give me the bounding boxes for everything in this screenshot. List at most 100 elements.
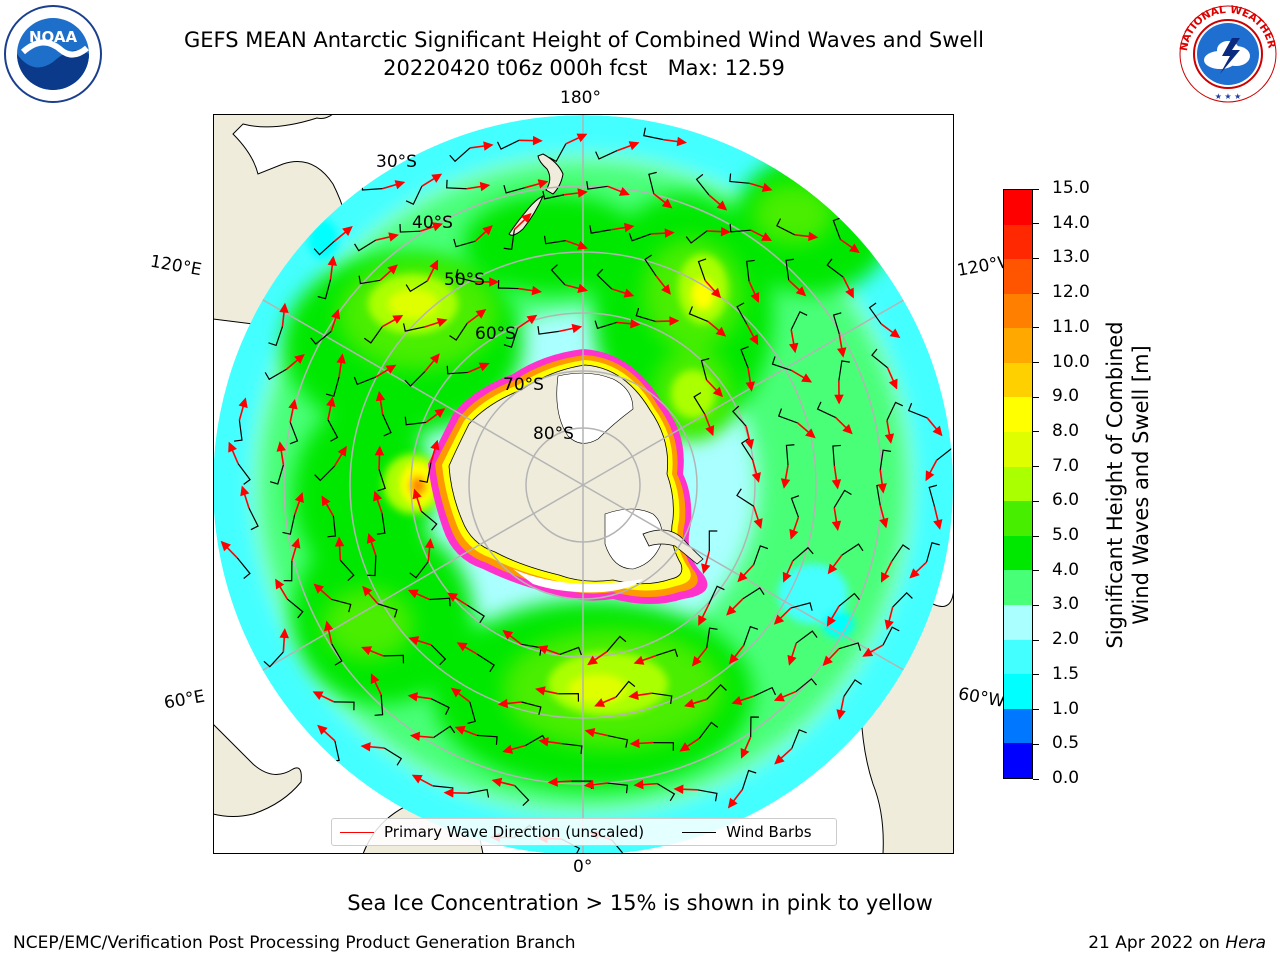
wave-direction-arrowhead (877, 483, 887, 494)
wave-direction-arrowhead (661, 284, 671, 295)
wind-barb (697, 258, 707, 281)
wave-direction-arrowhead (745, 381, 755, 392)
wind-barb (790, 495, 800, 518)
wave-direction-arrowhead (630, 318, 641, 329)
lon-label-60w: 60°W (956, 684, 1007, 712)
colorbar-segment (1004, 466, 1032, 502)
ross-ice-shelf (556, 372, 634, 444)
wave-direction-arrowhead (842, 423, 853, 435)
wave-direction-arrowhead (789, 528, 799, 540)
colorbar-segment (1004, 501, 1032, 536)
wave-direction-arrowhead (526, 314, 538, 325)
wave-direction-arrowhead (411, 774, 423, 784)
colorbar-tick-mark (1033, 674, 1039, 676)
wave-direction-arrowhead (424, 538, 435, 549)
colorbar-segment (1004, 535, 1032, 571)
wave-direction-arrowhead (932, 425, 943, 437)
colorbar-tick-mark (1033, 743, 1039, 745)
wave-direction-arrowhead (884, 619, 894, 631)
wave-direction-arrowhead (715, 326, 727, 337)
wind-barb (928, 484, 938, 507)
wave-direction-arrowhead (361, 646, 373, 656)
wave-direction-arrowhead (228, 441, 237, 453)
wind-barb (236, 557, 251, 579)
wind-barb (795, 630, 818, 644)
wind-barb (740, 438, 754, 461)
wind-barb (402, 323, 425, 332)
wave-direction-arrowhead (502, 744, 514, 754)
wave-direction-arrowhead (387, 264, 398, 275)
wind-barb (477, 734, 498, 745)
colorbar-tick-label: 7.0 (1052, 455, 1080, 476)
ocean-wave-field (213, 115, 953, 854)
wind-barb (283, 560, 293, 582)
wind-barb (430, 644, 447, 666)
wave-direction-arrowhead (360, 742, 371, 752)
wind-barb (455, 269, 476, 283)
wind-barb (708, 530, 718, 552)
wave-direction-arrowhead (633, 779, 644, 790)
colorbar-segment (1004, 224, 1032, 260)
wave-direction-arrowhead (744, 438, 755, 450)
wind-barb (503, 185, 526, 194)
wave-direction-arrowhead (577, 240, 588, 250)
wave-direction-arrowhead (822, 655, 833, 666)
wave-direction-arrowhead (429, 259, 439, 271)
wind-barb (791, 729, 807, 749)
wave-direction-arrowhead (583, 779, 595, 790)
colorbar-tick-label: 11.0 (1052, 316, 1090, 337)
wind-barb (741, 769, 757, 790)
wind-barb (708, 585, 725, 605)
wave-direction-arrowhead (450, 687, 462, 698)
wave-direction-arrowhead (275, 578, 285, 590)
wind-barb (543, 235, 566, 245)
wave-direction-arrowhead (475, 309, 487, 319)
wave-direction-arrowhead (676, 136, 688, 147)
wave-direction-arrowhead (276, 441, 286, 452)
wind-barb (771, 356, 792, 371)
colorbar-segment (1004, 397, 1032, 433)
wind-barbs (233, 127, 953, 854)
wave-direction-arrowhead (805, 428, 816, 439)
wave-direction-arrowhead (726, 605, 737, 616)
wave-direction-arrowhead (761, 182, 773, 192)
wind-barb (514, 785, 530, 807)
colorbar-tick-label: 1.0 (1052, 698, 1080, 719)
wind-barb (358, 275, 381, 285)
colorbar-segment (1004, 605, 1032, 640)
wind-barb (656, 783, 676, 802)
wind-barb (314, 465, 335, 482)
wind-barb (263, 651, 284, 668)
wave-direction-arrowhead (374, 445, 385, 456)
wave-direction-arrowhead (834, 394, 844, 405)
colorbar-tick-label: 14.0 (1052, 212, 1090, 233)
colorbar-tick-label: 5.0 (1052, 525, 1080, 546)
wind-barb (607, 735, 629, 748)
wind-barb (558, 692, 580, 702)
noaa-logo: NOAA (3, 4, 103, 104)
wave-direction-arrowhead (434, 408, 446, 418)
colorbar-tick-label: 9.0 (1052, 386, 1080, 407)
longitude-gridlines (213, 115, 953, 854)
wind-barb (467, 701, 476, 725)
wave-direction-arrowhead (532, 135, 543, 146)
chart-title: GEFS MEAN Antarctic Significant Height o… (0, 26, 1168, 82)
wave-direction-arrowhead (576, 133, 588, 143)
wind-barb (233, 420, 243, 442)
wind-barb (383, 747, 403, 766)
wind-barb (736, 488, 755, 507)
colorbar-tick-label: 8.0 (1052, 420, 1080, 441)
wave-direction-arrowhead (538, 737, 549, 747)
wind-barb (753, 545, 769, 565)
noaa-logo-text: NOAA (29, 28, 78, 46)
wave-direction-arrowhead (731, 696, 743, 706)
wave-direction-arrowhead (788, 342, 799, 354)
colorbar-segment (1004, 743, 1032, 778)
wave-direction-arrowhead (531, 285, 543, 296)
wave-direction-arrowhead (750, 291, 760, 303)
wave-direction-arrowhead (664, 228, 675, 238)
lat-label-30s: 30°S (376, 152, 417, 172)
wave-direction-arrowhead (388, 232, 399, 242)
wind-barb (753, 686, 777, 697)
wave-direction-arrowhead (827, 563, 838, 575)
